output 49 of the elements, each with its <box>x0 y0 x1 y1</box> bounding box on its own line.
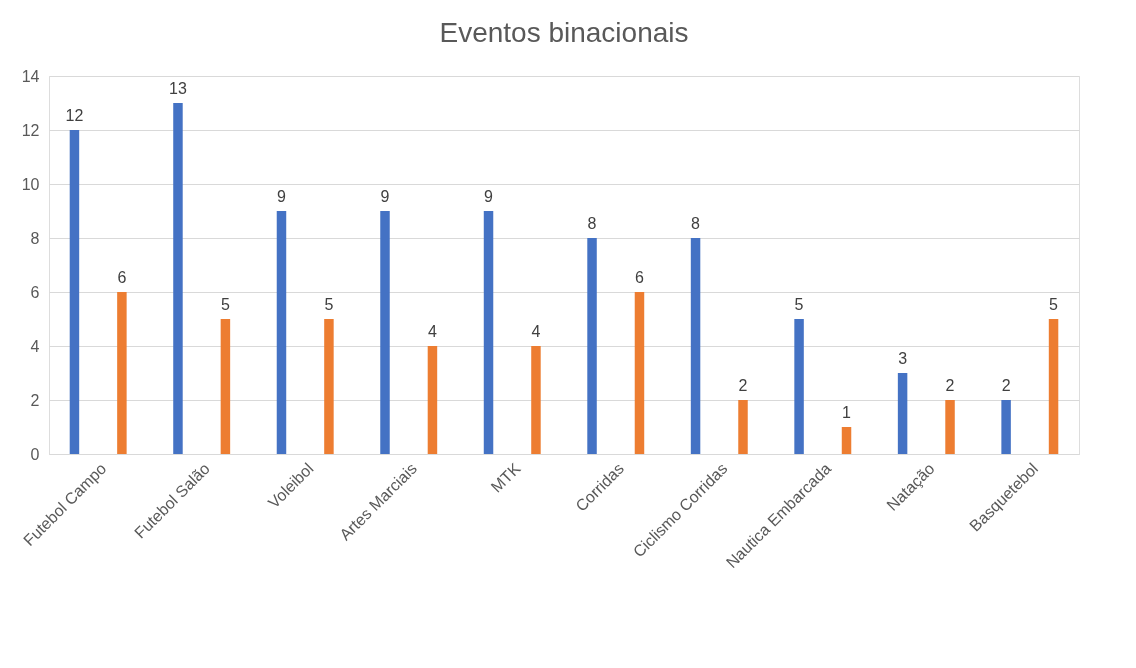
data-label: 6 <box>117 269 127 286</box>
bar <box>427 346 438 454</box>
bar <box>1048 319 1059 454</box>
data-label: 8 <box>587 215 597 232</box>
data-label: 5 <box>794 296 804 313</box>
bar <box>69 130 80 454</box>
y-tick-label: 4 <box>30 337 40 355</box>
data-label: 4 <box>427 323 437 340</box>
bar <box>380 211 390 454</box>
data-label: 8 <box>691 215 701 232</box>
bar <box>690 238 701 454</box>
bar <box>945 400 955 454</box>
data-label: 9 <box>380 188 390 205</box>
y-tick-label: 14 <box>21 67 40 85</box>
bar <box>117 292 127 454</box>
bar <box>1001 400 1011 454</box>
y-tick-label: 0 <box>30 445 40 463</box>
bar <box>276 211 287 454</box>
bar <box>634 292 645 454</box>
data-label: 5 <box>220 296 230 313</box>
bar <box>220 319 231 454</box>
y-tick-label: 10 <box>21 175 40 193</box>
y-tick-label: 6 <box>30 283 40 301</box>
data-label: 9 <box>277 188 287 205</box>
y-tick-label: 8 <box>30 229 40 247</box>
data-label: 12 <box>65 107 84 124</box>
y-tick-label: 2 <box>30 391 40 409</box>
bar <box>587 238 597 454</box>
bar <box>794 319 804 454</box>
data-label: 1 <box>842 404 852 421</box>
data-label: 3 <box>898 350 908 367</box>
data-label: 6 <box>635 269 645 286</box>
bar <box>841 427 852 454</box>
bar <box>531 346 541 454</box>
bar <box>897 373 908 454</box>
bar <box>738 400 748 454</box>
data-label: 2 <box>1001 377 1011 394</box>
data-label: 4 <box>531 323 541 340</box>
data-label: 2 <box>738 377 748 394</box>
data-label: 2 <box>945 377 955 394</box>
data-label: 9 <box>484 188 494 205</box>
bar <box>173 103 183 454</box>
data-label: 5 <box>1049 296 1059 313</box>
data-label: 5 <box>324 296 334 313</box>
bar <box>483 211 494 454</box>
bar <box>324 319 334 454</box>
data-label: 13 <box>169 80 187 97</box>
chart-title: Eventos binacionais <box>439 17 689 48</box>
y-tick-label: 12 <box>21 121 40 139</box>
